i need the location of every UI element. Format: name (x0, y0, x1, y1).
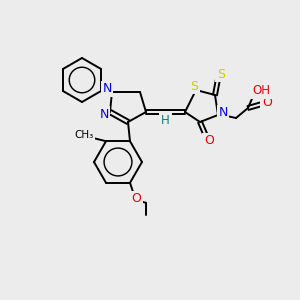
Text: N: N (102, 82, 112, 95)
Text: O: O (262, 97, 272, 110)
Text: H: H (161, 115, 170, 128)
Text: CH₃: CH₃ (74, 130, 94, 140)
Text: N: N (218, 106, 228, 119)
Text: S: S (217, 68, 225, 80)
Text: N: N (99, 107, 109, 121)
Text: O: O (131, 192, 141, 205)
Text: OH: OH (252, 85, 270, 98)
Text: O: O (204, 134, 214, 148)
Text: S: S (190, 80, 198, 92)
